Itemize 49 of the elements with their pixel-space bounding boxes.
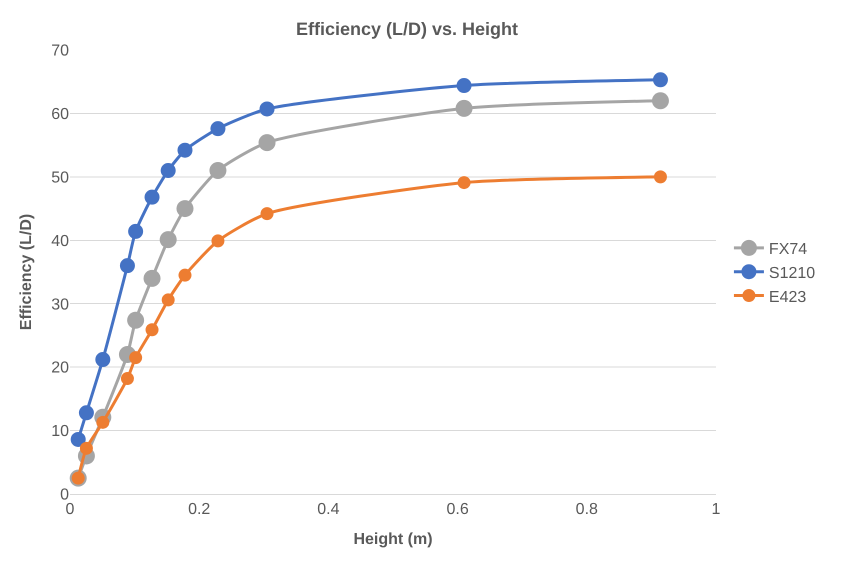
point xyxy=(78,405,94,420)
point xyxy=(458,176,471,190)
chart-title: Efficiency (L/D) vs. Height xyxy=(296,19,518,40)
point xyxy=(178,268,192,282)
x-tick-label: 0.2 xyxy=(188,501,210,518)
point xyxy=(70,432,86,447)
x-axis-title: Height (m) xyxy=(353,530,433,548)
point xyxy=(176,200,194,218)
x-tick-label: 1 xyxy=(712,501,721,518)
y-tick-label: 40 xyxy=(51,232,70,250)
point xyxy=(652,72,668,88)
point xyxy=(211,234,224,248)
y-tick-label: 10 xyxy=(51,423,70,440)
point xyxy=(652,92,669,110)
y-tick-label: 60 xyxy=(51,106,70,124)
point xyxy=(160,231,177,248)
x-tick-label: 0.8 xyxy=(576,501,598,518)
point xyxy=(456,100,473,117)
point xyxy=(146,323,159,336)
y-tick-label: 30 xyxy=(51,296,70,314)
point xyxy=(129,351,142,364)
point xyxy=(456,78,472,94)
legend-label: S1210 xyxy=(768,264,816,282)
point xyxy=(260,101,275,116)
point xyxy=(144,190,160,205)
point xyxy=(128,224,144,239)
legend-label: E423 xyxy=(768,288,806,306)
point xyxy=(162,293,175,306)
point xyxy=(258,134,276,152)
point xyxy=(120,258,135,274)
point xyxy=(210,121,226,136)
point xyxy=(80,442,93,455)
point xyxy=(177,142,192,158)
y-tick-label: 0 xyxy=(60,486,70,504)
y-tick-label: 70 xyxy=(51,42,70,60)
point xyxy=(260,207,274,220)
point xyxy=(209,162,226,179)
y-tick-label: 20 xyxy=(51,360,70,377)
x-tick-label: 0.4 xyxy=(317,501,340,518)
x-tick-label: 0.6 xyxy=(446,501,469,518)
y-tick-label: 50 xyxy=(51,169,70,186)
point xyxy=(144,270,161,287)
y-axis-title: Efficiency (L/D) xyxy=(18,214,36,330)
point xyxy=(654,170,667,184)
point xyxy=(160,163,176,178)
point xyxy=(120,372,134,386)
legend-label: FX74 xyxy=(768,241,808,258)
point xyxy=(95,352,110,368)
point xyxy=(127,312,144,329)
